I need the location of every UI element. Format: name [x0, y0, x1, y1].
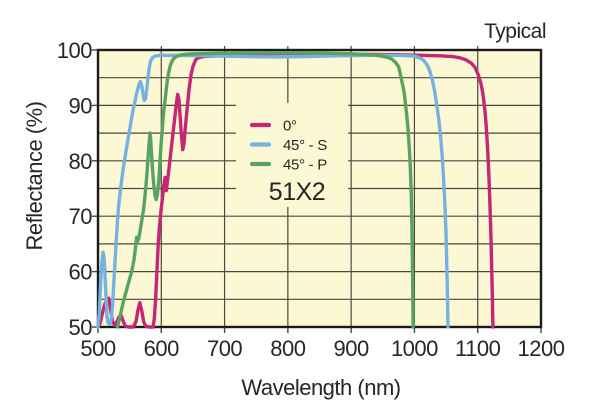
- y-tick-label: 100: [57, 38, 92, 63]
- legend-label: 0°: [283, 118, 297, 135]
- x-tick-label: 700: [207, 336, 242, 361]
- y-axis-title: Reflectance (%): [22, 101, 47, 250]
- legend-backdrop: [236, 103, 348, 207]
- x-tick-label: 1100: [455, 336, 501, 361]
- x-tick-labels: 500 600 700 800 900 1000 1100 1200: [80, 336, 565, 361]
- x-tick-label: 800: [270, 336, 305, 361]
- y-tick-label: 60: [69, 260, 93, 285]
- legend-backdrop-rect: [236, 103, 348, 207]
- y-tick-label: 90: [69, 93, 93, 118]
- x-tick-label: 500: [80, 336, 115, 361]
- legend-label: 45° - P: [283, 157, 327, 174]
- plot-frame: [96, 48, 543, 329]
- x-tick-label: 900: [334, 336, 369, 361]
- legend: 0° 45° - S 45° - P: [249, 118, 328, 174]
- y-tick-label: 50: [69, 315, 93, 340]
- curve-45° - S: [96, 53, 450, 329]
- typical-label: Typical: [484, 20, 546, 43]
- y-tick-label: 70: [69, 204, 93, 229]
- curves: [96, 51, 495, 329]
- y-tick-labels: 50 60 70 80 90 100: [57, 38, 93, 340]
- x-tick-label: 1200: [518, 336, 565, 361]
- curve-45° - P: [115, 51, 415, 329]
- x-axis-title: Wavelength (nm): [241, 375, 400, 400]
- plot-border: [96, 48, 543, 329]
- legend-label: 45° - S: [283, 137, 327, 154]
- curve-0°: [96, 51, 495, 329]
- model-label: 51X2: [269, 178, 325, 206]
- y-tick-label: 80: [69, 149, 93, 174]
- x-tick-label: 1000: [391, 336, 438, 361]
- x-tick-label: 600: [144, 336, 179, 361]
